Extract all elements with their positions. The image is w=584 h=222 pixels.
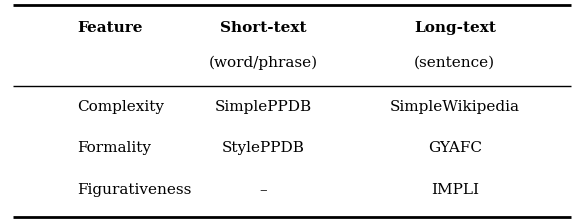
Text: Complexity: Complexity	[77, 100, 164, 114]
Text: SimplePPDB: SimplePPDB	[214, 100, 311, 114]
Text: GYAFC: GYAFC	[427, 141, 482, 155]
Text: Formality: Formality	[77, 141, 151, 155]
Text: Long-text: Long-text	[414, 21, 496, 35]
Text: Feature: Feature	[77, 21, 142, 35]
Text: SimpleWikipedia: SimpleWikipedia	[390, 100, 520, 114]
Text: (word/phrase): (word/phrase)	[208, 56, 318, 70]
Text: (sentence): (sentence)	[414, 56, 495, 70]
Text: Short-text: Short-text	[220, 21, 306, 35]
Text: IMPLI: IMPLI	[431, 183, 479, 197]
Text: StylePPDB: StylePPDB	[221, 141, 304, 155]
Text: –: –	[259, 183, 267, 197]
Text: Figurativeness: Figurativeness	[77, 183, 192, 197]
